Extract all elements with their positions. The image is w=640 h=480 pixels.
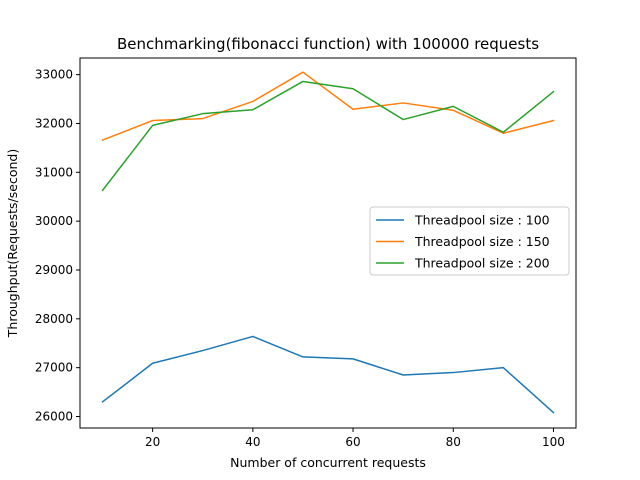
legend-label-1: Threadpool size : 100 (414, 213, 550, 228)
series-line-1 (101, 335, 555, 414)
y-axis-ticks: 26000 27000 28000 29000 30000 31000 32000 33000 (35, 68, 80, 424)
x-tick-label: 80 (446, 435, 461, 449)
x-tick-label: 100 (542, 435, 565, 449)
plot-lines (101, 71, 555, 414)
plot-frame (79, 57, 577, 429)
y-tick-label: 32000 (35, 116, 73, 130)
x-tick-label: 40 (245, 435, 260, 449)
legend-box (369, 206, 570, 276)
series-line-3 (101, 80, 555, 192)
legend: Threadpool size : 100 Threadpool size : 1… (369, 206, 570, 276)
chart-title: Benchmarking(fibonacci function) with 10… (117, 35, 539, 53)
x-axis-ticks: 20 40 60 80 100 (145, 428, 565, 449)
y-tick-label: 31000 (35, 165, 73, 179)
y-tick-label: 28000 (35, 312, 73, 326)
x-tick-label: 20 (145, 435, 160, 449)
y-tick-label: 33000 (35, 68, 73, 82)
y-tick-label: 30000 (35, 214, 73, 228)
x-axis-label: Number of concurrent requests (230, 455, 426, 470)
y-tick-label: 27000 (35, 361, 73, 375)
y-axis-label: Throughput(Requests/second) (5, 149, 20, 338)
x-tick-label: 60 (345, 435, 360, 449)
y-tick-label: 26000 (35, 410, 73, 424)
y-tick-label: 29000 (35, 263, 73, 277)
legend-label-2: Threadpool size : 150 (414, 234, 550, 249)
legend-label-3: Threadpool size : 200 (414, 256, 550, 271)
